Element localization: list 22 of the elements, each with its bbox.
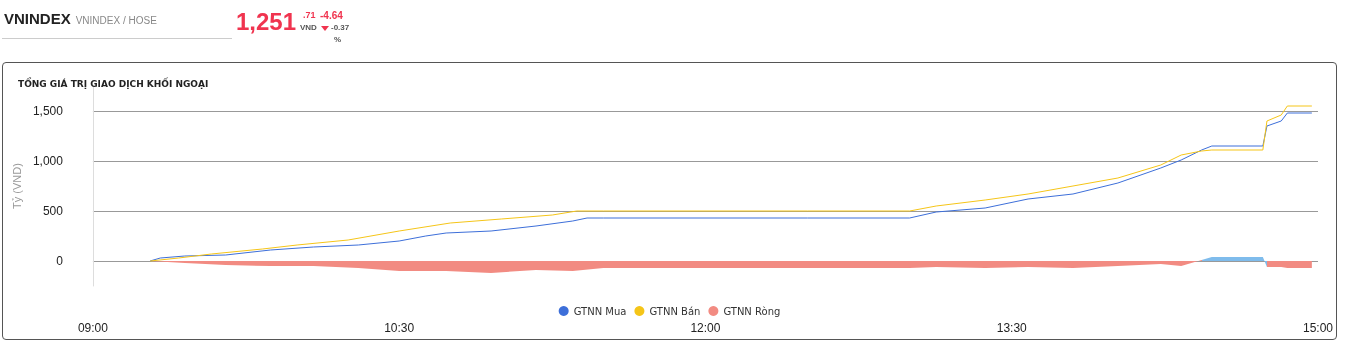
x-tick-label: 12:00 xyxy=(690,321,721,335)
text: VND xyxy=(300,23,317,32)
x-tick-label: 09:00 xyxy=(77,321,109,335)
text: -0.37 xyxy=(331,23,350,32)
y-tick-label: 1,500 xyxy=(32,104,64,118)
y-axis-title: Tỷ (VND) xyxy=(10,163,23,209)
chart-title: TỔNG GIÁ TRỊ GIAO DỊCH KHỐI NGOẠI xyxy=(18,76,209,89)
text: % xyxy=(334,35,342,44)
legend-label: GTNN Bán xyxy=(649,305,701,317)
text: -4.64 xyxy=(320,10,343,21)
text: VNINDEX xyxy=(4,10,71,27)
legend-label: GTNN Ròng xyxy=(723,305,781,317)
text: .71 xyxy=(303,10,316,20)
text: 1,251 xyxy=(236,8,297,36)
text: VNINDEX / HOSE xyxy=(75,15,157,26)
x-tick-label: 13:30 xyxy=(996,321,1028,335)
legend-label: GTNN Mua xyxy=(573,305,627,317)
x-tick-label: 15:00 xyxy=(1302,321,1334,335)
y-tick-label: 1,000 xyxy=(32,154,64,168)
x-tick-label: 10:30 xyxy=(384,321,415,335)
y-tick-label: 500 xyxy=(42,204,64,218)
y-tick-label: 0 xyxy=(56,254,64,268)
